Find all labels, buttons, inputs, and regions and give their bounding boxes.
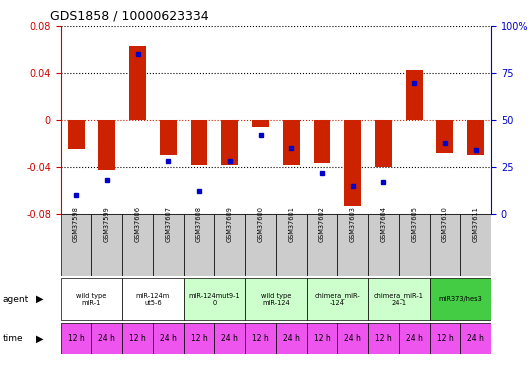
Text: GSM37602: GSM37602	[319, 206, 325, 242]
Text: GSM37608: GSM37608	[196, 206, 202, 242]
Text: GSM37600: GSM37600	[258, 206, 263, 242]
Text: chimera_miR-
-124: chimera_miR- -124	[315, 292, 360, 306]
Bar	[221, 120, 238, 165]
Text: GSM37601: GSM37601	[288, 206, 294, 242]
FancyBboxPatch shape	[245, 214, 276, 276]
FancyBboxPatch shape	[153, 214, 184, 276]
Bar	[283, 120, 300, 165]
FancyBboxPatch shape	[122, 323, 153, 354]
Text: 12 h: 12 h	[252, 334, 269, 343]
FancyBboxPatch shape	[460, 214, 491, 276]
Text: miR-124mut9-1
0: miR-124mut9-1 0	[188, 292, 240, 306]
FancyBboxPatch shape	[307, 278, 368, 320]
FancyBboxPatch shape	[61, 214, 91, 276]
Text: 24 h: 24 h	[406, 334, 422, 343]
Text: GSM37605: GSM37605	[411, 206, 417, 242]
FancyBboxPatch shape	[153, 323, 184, 354]
FancyBboxPatch shape	[184, 323, 214, 354]
Bar	[375, 120, 392, 167]
Bar	[344, 120, 361, 206]
Text: 12 h: 12 h	[68, 334, 84, 343]
FancyBboxPatch shape	[245, 323, 276, 354]
Text: 24 h: 24 h	[283, 334, 300, 343]
FancyBboxPatch shape	[307, 323, 337, 354]
Text: chimera_miR-1
24-1: chimera_miR-1 24-1	[374, 292, 424, 306]
Bar	[129, 46, 146, 120]
Text: GSM37603: GSM37603	[350, 206, 356, 242]
FancyBboxPatch shape	[61, 278, 122, 320]
Text: 12 h: 12 h	[437, 334, 454, 343]
FancyBboxPatch shape	[430, 214, 460, 276]
Bar	[314, 120, 331, 164]
FancyBboxPatch shape	[276, 214, 307, 276]
FancyBboxPatch shape	[430, 323, 460, 354]
FancyBboxPatch shape	[368, 323, 399, 354]
FancyBboxPatch shape	[122, 214, 153, 276]
FancyBboxPatch shape	[460, 323, 491, 354]
Bar	[467, 120, 484, 155]
FancyBboxPatch shape	[91, 323, 122, 354]
FancyBboxPatch shape	[276, 323, 307, 354]
Text: GSM37598: GSM37598	[73, 206, 79, 242]
Text: time: time	[3, 334, 23, 343]
Text: ▶: ▶	[36, 294, 43, 304]
Text: 12 h: 12 h	[375, 334, 392, 343]
Bar	[160, 120, 177, 155]
Text: GSM37606: GSM37606	[135, 206, 140, 242]
FancyBboxPatch shape	[61, 323, 91, 354]
FancyBboxPatch shape	[368, 214, 399, 276]
Text: GSM37607: GSM37607	[165, 206, 171, 242]
Bar	[191, 120, 208, 165]
Text: miR373/hes3: miR373/hes3	[438, 296, 482, 302]
FancyBboxPatch shape	[184, 214, 214, 276]
Bar	[68, 120, 84, 149]
Text: 12 h: 12 h	[314, 334, 331, 343]
Bar	[252, 120, 269, 127]
Text: 24 h: 24 h	[98, 334, 115, 343]
Text: wild type
miR-124: wild type miR-124	[261, 292, 291, 306]
Text: GSM37611: GSM37611	[473, 206, 479, 242]
FancyBboxPatch shape	[337, 323, 368, 354]
FancyBboxPatch shape	[337, 214, 368, 276]
Text: GDS1858 / 10000623334: GDS1858 / 10000623334	[50, 9, 209, 22]
Text: 24 h: 24 h	[467, 334, 484, 343]
Text: miR-124m
ut5-6: miR-124m ut5-6	[136, 292, 170, 306]
Text: 24 h: 24 h	[221, 334, 238, 343]
Text: agent: agent	[3, 295, 29, 304]
FancyBboxPatch shape	[184, 278, 245, 320]
Text: 24 h: 24 h	[160, 334, 177, 343]
Text: ▶: ▶	[36, 333, 43, 344]
FancyBboxPatch shape	[399, 323, 430, 354]
Text: GSM37610: GSM37610	[442, 206, 448, 242]
Bar	[437, 120, 454, 153]
FancyBboxPatch shape	[214, 214, 245, 276]
FancyBboxPatch shape	[122, 278, 184, 320]
Text: GSM37599: GSM37599	[104, 206, 110, 242]
Bar	[406, 70, 422, 120]
Bar	[98, 120, 115, 170]
FancyBboxPatch shape	[368, 278, 430, 320]
Text: 12 h: 12 h	[191, 334, 208, 343]
FancyBboxPatch shape	[91, 214, 122, 276]
FancyBboxPatch shape	[245, 278, 307, 320]
FancyBboxPatch shape	[214, 323, 245, 354]
FancyBboxPatch shape	[399, 214, 430, 276]
Text: 24 h: 24 h	[344, 334, 361, 343]
FancyBboxPatch shape	[430, 278, 491, 320]
Text: GSM37604: GSM37604	[381, 206, 386, 242]
Text: wild type
miR-1: wild type miR-1	[76, 292, 107, 306]
Text: GSM37609: GSM37609	[227, 206, 233, 242]
Text: 12 h: 12 h	[129, 334, 146, 343]
FancyBboxPatch shape	[307, 214, 337, 276]
